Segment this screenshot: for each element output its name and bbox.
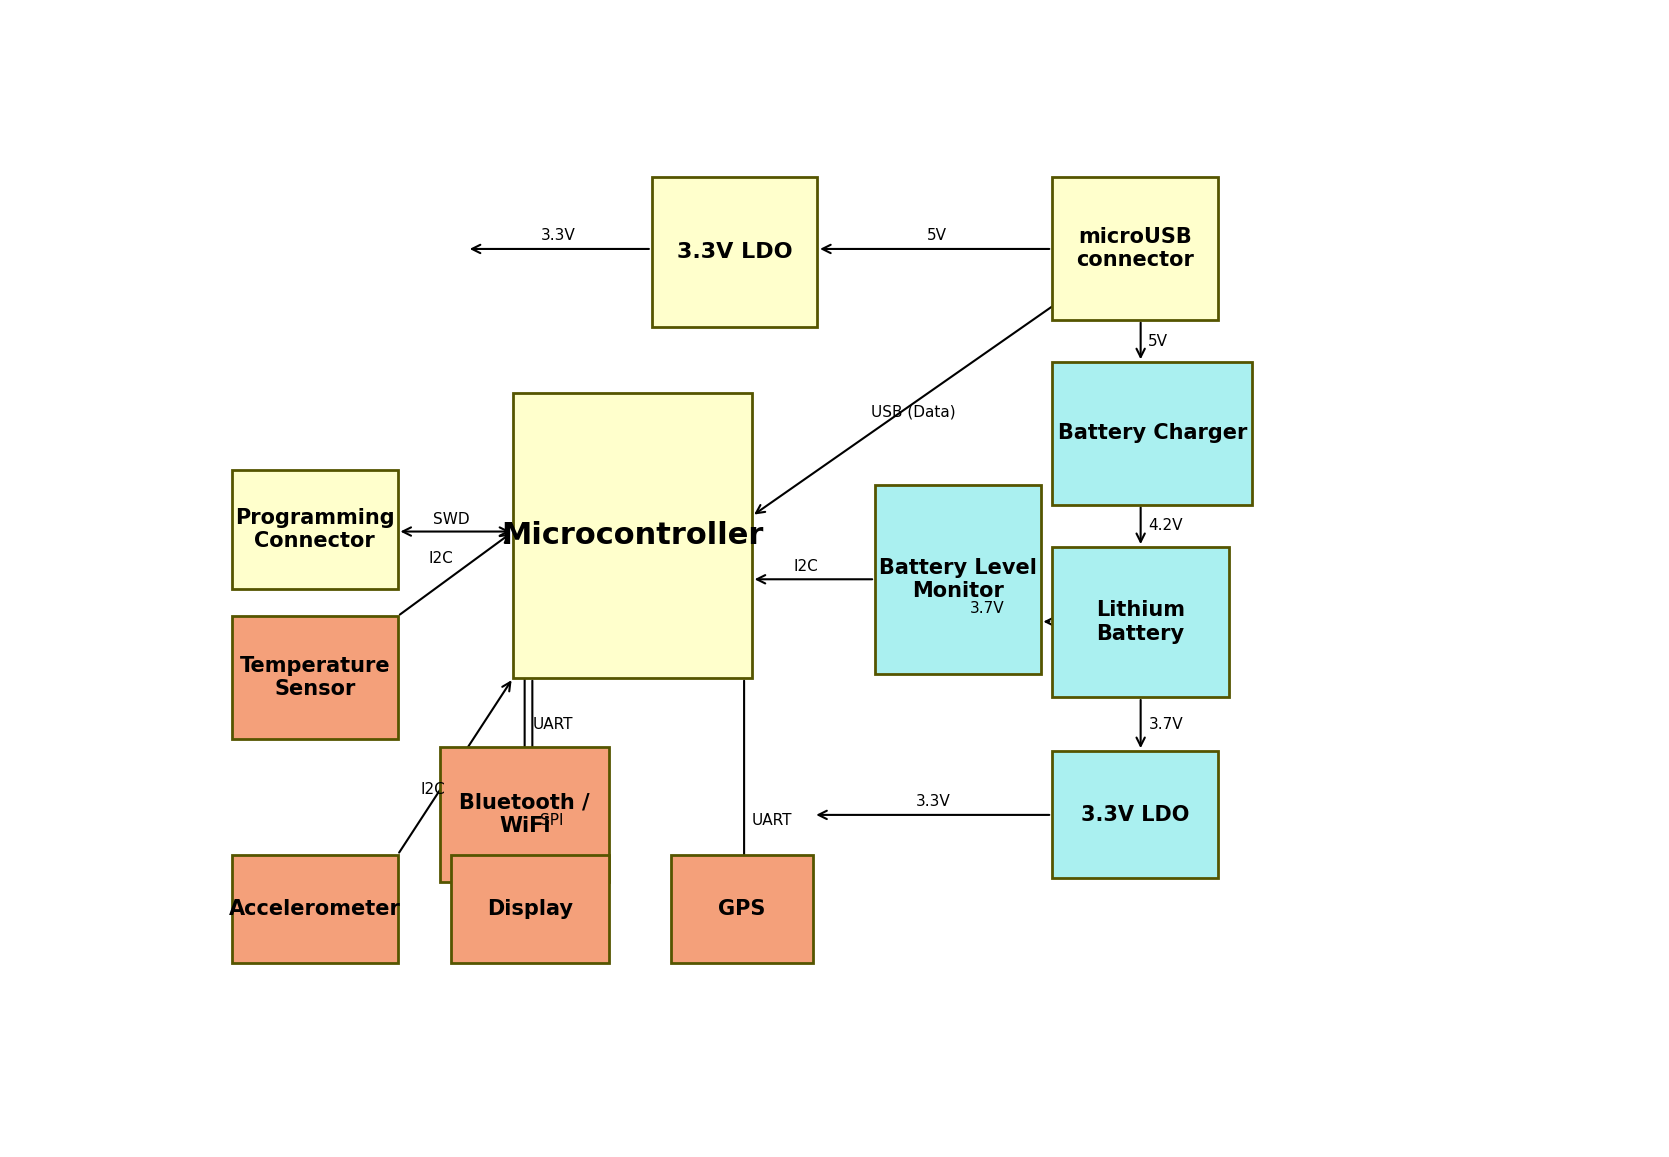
Bar <box>441 747 609 882</box>
Text: UART: UART <box>532 716 572 731</box>
Text: 5V: 5V <box>1148 334 1168 349</box>
Bar <box>1051 751 1218 878</box>
Bar <box>651 177 818 327</box>
Bar <box>232 470 397 589</box>
Text: SPI: SPI <box>541 812 564 827</box>
Text: I2C: I2C <box>421 782 446 797</box>
Text: Bluetooth /
WiFi: Bluetooth / WiFi <box>459 793 589 837</box>
Text: I2C: I2C <box>793 559 818 574</box>
Text: Accelerometer: Accelerometer <box>229 899 401 919</box>
Bar <box>671 855 813 963</box>
Text: 3.3V LDO: 3.3V LDO <box>676 243 793 263</box>
Text: 5V: 5V <box>926 228 946 243</box>
Text: I2C: I2C <box>429 551 454 566</box>
Text: GPS: GPS <box>718 899 766 919</box>
Text: Lithium
Battery: Lithium Battery <box>1097 600 1185 643</box>
Bar <box>1051 177 1218 319</box>
Bar <box>232 855 397 963</box>
Text: Programming
Connector: Programming Connector <box>235 508 394 551</box>
Text: 3.3V LDO: 3.3V LDO <box>1082 804 1188 825</box>
Bar <box>1051 547 1228 697</box>
Text: Battery Level
Monitor: Battery Level Monitor <box>880 558 1036 602</box>
Bar <box>452 855 609 963</box>
Text: USB (Data): USB (Data) <box>871 405 956 420</box>
Text: 4.2V: 4.2V <box>1148 518 1183 533</box>
Text: Microcontroller: Microcontroller <box>501 521 764 550</box>
Text: 3.7V: 3.7V <box>970 600 1005 616</box>
Text: microUSB
connector: microUSB connector <box>1077 227 1193 271</box>
Text: 3.3V: 3.3V <box>541 228 576 243</box>
Text: Display: Display <box>487 899 574 919</box>
Text: UART: UART <box>751 812 793 827</box>
Text: Battery Charger: Battery Charger <box>1058 423 1247 443</box>
Bar <box>512 393 751 678</box>
Text: SWD: SWD <box>434 513 469 528</box>
Text: 3.3V: 3.3V <box>915 794 950 809</box>
Bar <box>875 485 1040 675</box>
Text: Temperature
Sensor: Temperature Sensor <box>240 656 391 700</box>
Bar <box>232 617 397 739</box>
Bar <box>1051 362 1252 504</box>
Text: 3.7V: 3.7V <box>1148 716 1183 731</box>
